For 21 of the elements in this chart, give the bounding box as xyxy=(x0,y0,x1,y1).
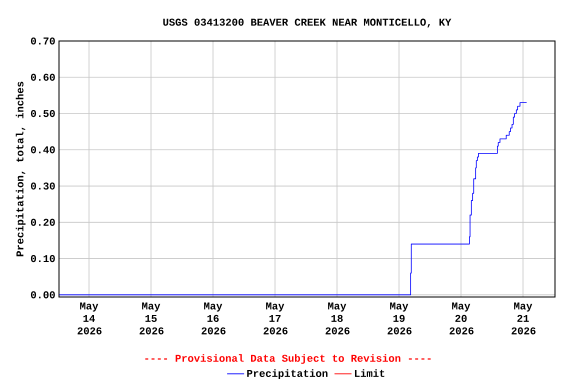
y-tick-label: 0.40 xyxy=(30,146,55,154)
y-axis-title: Precipitation, total, inches xyxy=(16,82,26,256)
text: ---- Provisional Data Subject to Revision ---- xyxy=(145,354,431,364)
y-tick-label: 0.70 xyxy=(30,37,55,45)
chart-title: USGS 03413200 BEAVER CREEK NEAR MONTICELLO, KY xyxy=(163,18,452,28)
x-tick-label: May 17 2026 xyxy=(264,302,288,334)
x-tick-label: May 14 2026 xyxy=(78,302,102,334)
x-tick-label: May 18 2026 xyxy=(326,302,350,334)
x-tick-label: May 16 2026 xyxy=(202,302,226,334)
y-tick-label: 0.60 xyxy=(30,74,55,81)
x-tick-label: May 20 2026 xyxy=(450,302,474,334)
x-tick-label: May 21 2026 xyxy=(512,302,536,334)
x-tick-label: May 19 2026 xyxy=(388,302,412,334)
legend-label: Limit xyxy=(354,369,384,377)
y-tick-label: 0.50 xyxy=(30,110,55,118)
y-tick-label: 0.30 xyxy=(30,182,55,190)
y-tick-label: 0.20 xyxy=(30,218,55,226)
y-tick-label: 0.10 xyxy=(30,255,55,262)
y-tick-label: 0.00 xyxy=(30,291,55,298)
legend-label: Precipitation xyxy=(247,369,328,380)
x-tick-label: May 15 2026 xyxy=(140,302,164,334)
